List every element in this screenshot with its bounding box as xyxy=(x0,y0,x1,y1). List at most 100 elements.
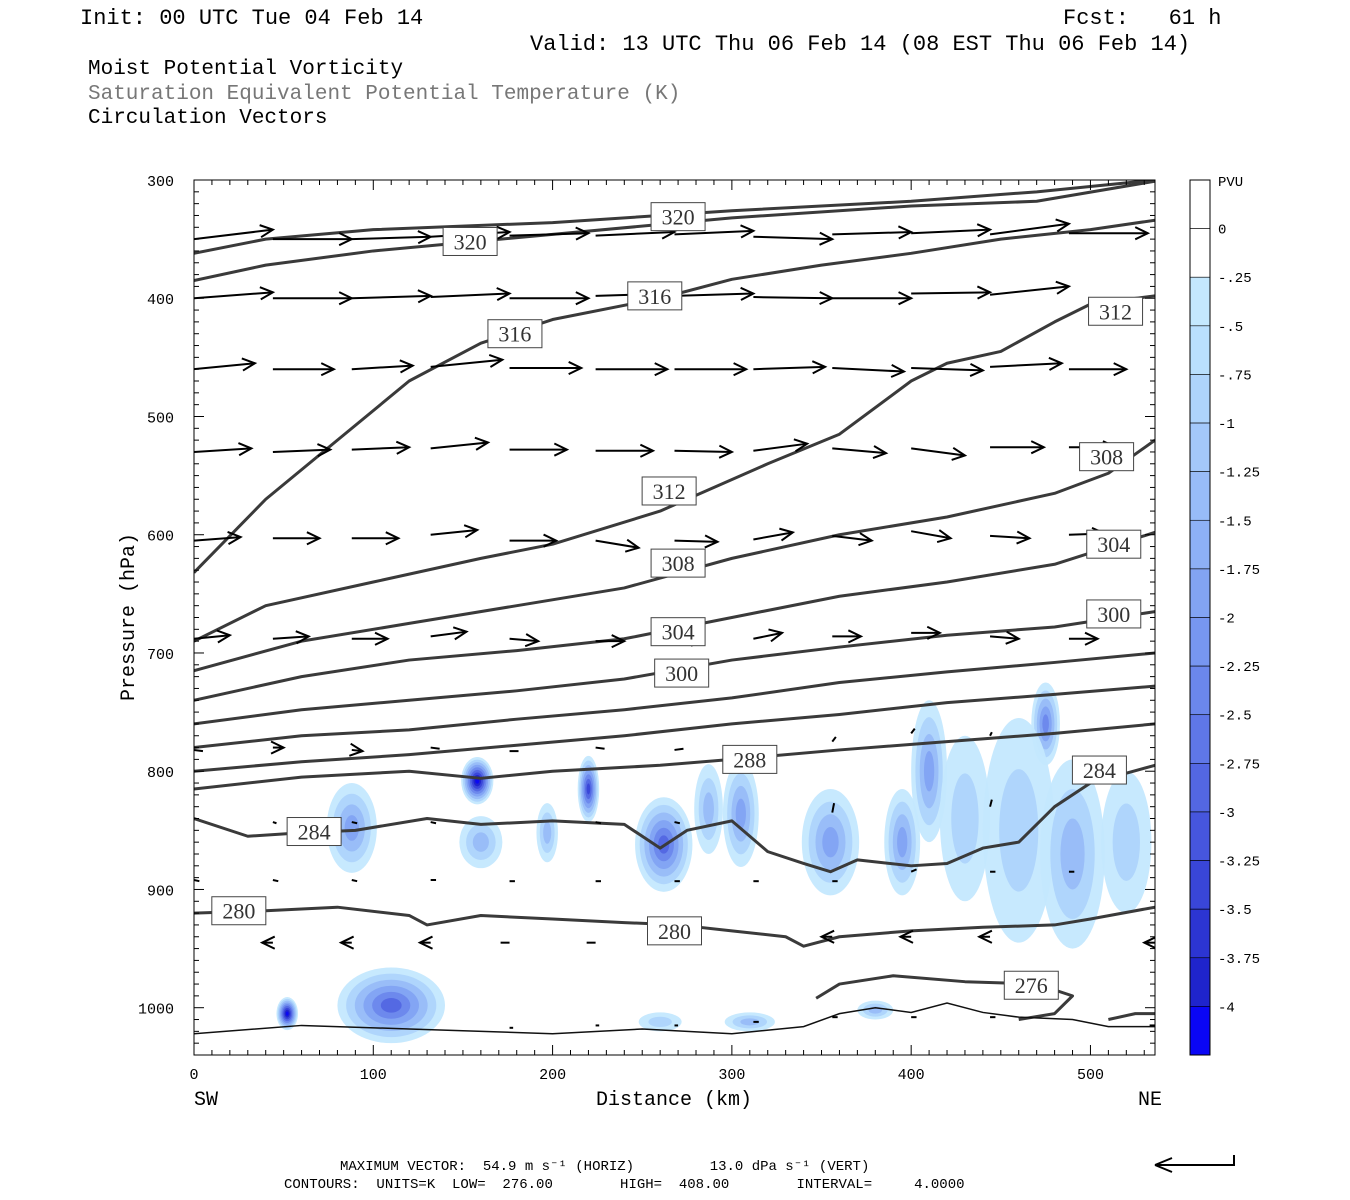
colorbar-label: -3.5 xyxy=(1218,903,1252,919)
contour-label: 280 xyxy=(211,896,267,926)
pv-patch xyxy=(577,755,600,823)
y-tick-label: 400 xyxy=(147,292,174,309)
ne-label: NE xyxy=(1138,1089,1162,1112)
contour-line xyxy=(194,218,1155,574)
svg-text:312: 312 xyxy=(653,479,686,504)
circulation-vector xyxy=(595,362,670,377)
max-vector-note: MAXIMUM VECTOR: 54.9 m s⁻¹ (HORIZ) 13.0 … xyxy=(340,1159,870,1175)
circulation-vector xyxy=(910,529,953,544)
circulation-vector xyxy=(990,356,1065,371)
circulation-vector xyxy=(989,218,1072,236)
circulation-vector xyxy=(194,748,204,753)
contour-line xyxy=(194,722,1155,791)
x-axis-label: Distance (km) xyxy=(596,1089,752,1112)
circulation-vector xyxy=(430,626,469,641)
pv-shading xyxy=(276,682,1152,1044)
colorbar-label: -2.25 xyxy=(1218,660,1260,676)
contour-label: 320 xyxy=(650,202,706,232)
pv-patch xyxy=(459,816,503,869)
circulation-vector xyxy=(753,291,835,306)
contour-label: 284 xyxy=(286,817,342,847)
circulation-vector xyxy=(753,231,835,246)
svg-text:312: 312 xyxy=(1099,299,1132,324)
circulation-vector xyxy=(509,533,559,548)
colorbar-swatch xyxy=(1189,519,1211,570)
circulation-vector xyxy=(351,531,401,546)
colorbar-label: -3 xyxy=(1218,806,1235,822)
circulation-vector xyxy=(430,821,437,825)
circulation-vector xyxy=(430,436,491,451)
circulation-vector xyxy=(911,625,943,640)
contour-line xyxy=(194,294,1155,643)
circulation-vector xyxy=(989,530,1032,545)
colorbar-label: -1.75 xyxy=(1218,563,1260,579)
colorbar-swatch xyxy=(1189,422,1211,472)
x-tick-label: 400 xyxy=(898,1067,925,1084)
colorbar-swatch xyxy=(1189,471,1211,521)
pv-patch xyxy=(337,967,446,1044)
pv-patch xyxy=(722,760,759,867)
theta-es-contours xyxy=(194,180,1155,1022)
field-thetaes: Saturation Equivalent Potential Temperat… xyxy=(88,83,681,106)
pv-patch xyxy=(884,788,921,896)
field-vectors: Circulation Vectors xyxy=(88,107,328,130)
svg-text:304: 304 xyxy=(662,620,695,645)
colorbar-swatch xyxy=(1189,714,1211,764)
circulation-vector xyxy=(272,291,355,306)
terrain-line xyxy=(194,1002,1155,1035)
circulation-vector xyxy=(674,224,756,239)
circulation-vector xyxy=(430,524,480,539)
circulation-vector xyxy=(753,360,828,375)
colorbar-swatch xyxy=(1189,908,1211,959)
pv-patch xyxy=(1101,771,1152,914)
valid-time: Valid: 13 UTC Thu 06 Feb 14 (08 EST Thu … xyxy=(530,32,1191,57)
circulation-vector xyxy=(674,362,749,377)
contour-label: 284 xyxy=(1071,755,1127,785)
circulation-vector xyxy=(430,746,440,750)
circulation-vector xyxy=(430,353,505,368)
colorbar-label: -2.5 xyxy=(1218,709,1252,725)
contour-line xyxy=(194,180,1155,255)
contour-label: 280 xyxy=(647,916,702,946)
colorbar-label: -2 xyxy=(1218,612,1235,628)
pv-patch xyxy=(724,1012,775,1032)
pv-patch xyxy=(276,997,298,1031)
contour-label: 316 xyxy=(487,319,543,349)
circulation-vector xyxy=(417,935,433,950)
sw-label: SW xyxy=(194,1089,218,1112)
x-tick-label: 200 xyxy=(539,1067,566,1084)
circulation-vector xyxy=(351,631,390,646)
circulation-vector xyxy=(509,361,584,375)
contour-label: 300 xyxy=(654,658,710,688)
circulation-vector xyxy=(272,879,279,883)
circulation-vector xyxy=(832,291,914,306)
colorbar-swatch xyxy=(1189,568,1211,618)
reference-vector-icon xyxy=(1154,1155,1235,1173)
circulation-vector xyxy=(349,742,365,757)
contour-label: 276 xyxy=(1003,970,1059,1000)
axis-ticks: 300 400 500 600 700 800 900 1000 0 100 200 300 400 50… xyxy=(138,174,1155,1084)
colorbar-label: -2.75 xyxy=(1218,757,1260,773)
circulation-vector xyxy=(194,357,258,372)
pv-patch xyxy=(801,788,860,896)
colorbar-label: -.75 xyxy=(1218,368,1252,384)
circulation-vector xyxy=(832,532,875,547)
circulation-vector xyxy=(351,359,416,374)
circulation-vector xyxy=(753,527,796,542)
svg-text:288: 288 xyxy=(733,747,766,772)
x-tick-label: 0 xyxy=(189,1067,198,1084)
circulation-vector xyxy=(674,534,720,549)
contour-label: 288 xyxy=(722,744,778,774)
circulation-vector xyxy=(819,929,835,944)
colorbar-label: -1.25 xyxy=(1218,466,1260,482)
y-tick-label: 600 xyxy=(147,529,174,546)
circulation-vector xyxy=(595,746,605,750)
circulation-vector xyxy=(270,740,286,755)
y-tick-label: 500 xyxy=(147,410,174,427)
circulation-vector xyxy=(595,443,656,458)
colorbar-swatch xyxy=(1189,617,1211,667)
svg-text:300: 300 xyxy=(1097,602,1130,627)
contour-line xyxy=(194,905,1155,948)
svg-text:316: 316 xyxy=(498,322,531,347)
circulation-vector xyxy=(259,935,276,950)
